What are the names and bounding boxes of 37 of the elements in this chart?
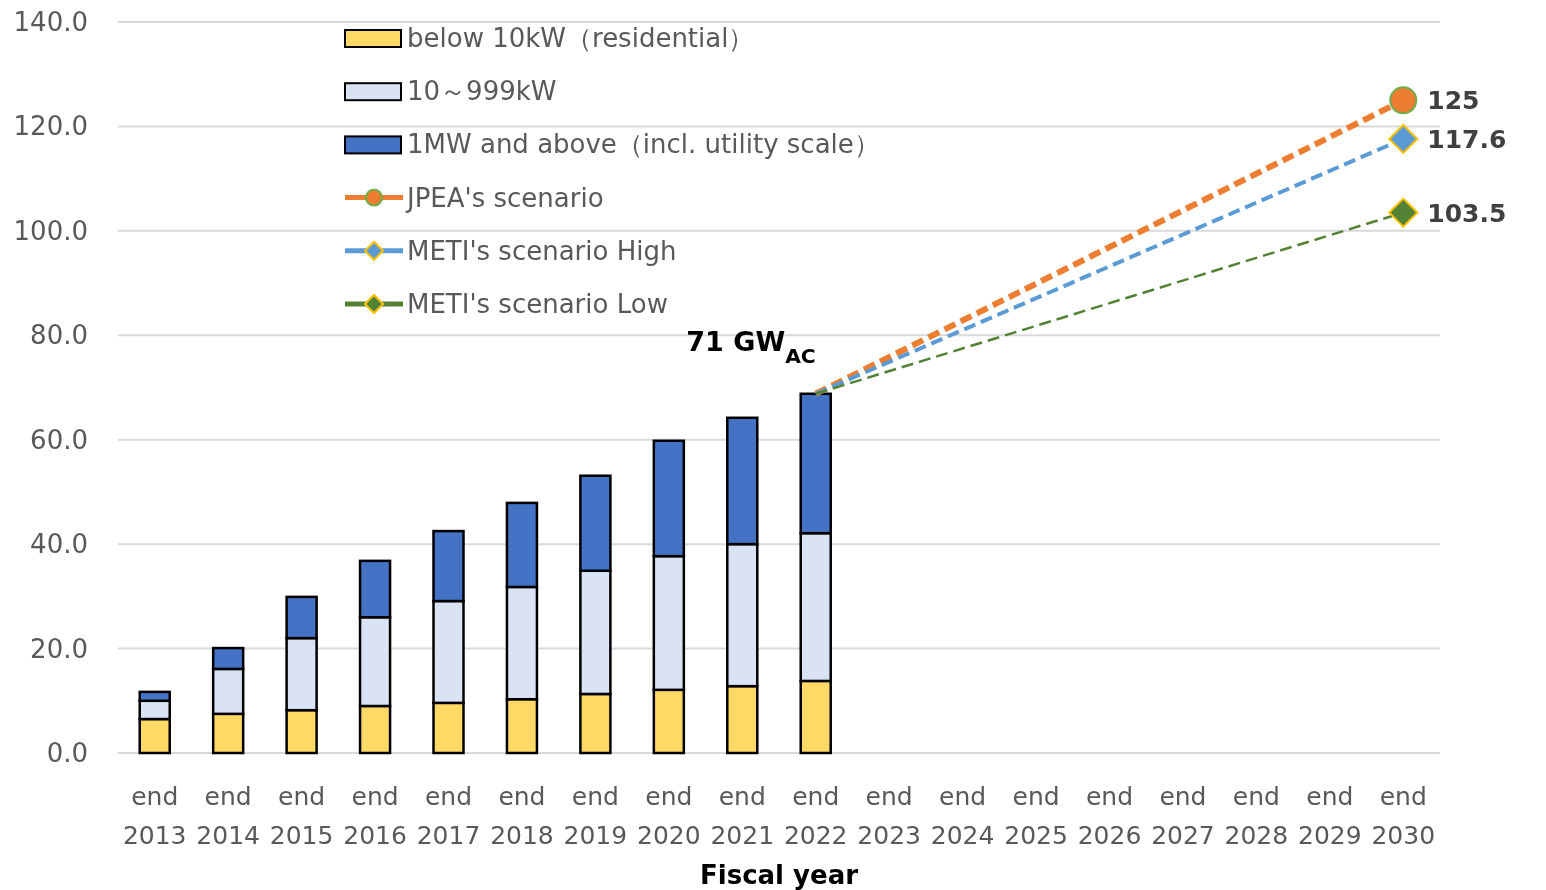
x-tick-label: end 2023 xyxy=(857,782,921,850)
y-tick-label: 120.0 xyxy=(13,111,88,142)
legend-label: JPEA's scenario xyxy=(405,182,604,213)
x-tick-label: end 2030 xyxy=(1371,782,1436,850)
legend-label: METI's scenario Low xyxy=(407,289,668,319)
x-tick-label: end 2015 xyxy=(269,782,334,850)
x-tick-label: end 2013 xyxy=(122,782,187,850)
y-tick-label: 140.0 xyxy=(13,7,88,37)
x-tick-label: end 2021 xyxy=(710,782,775,850)
x-tick-label: end 2028 xyxy=(1224,782,1289,850)
x-axis-title: Fiscal year xyxy=(699,860,859,890)
y-tick-label: 40.0 xyxy=(30,529,88,560)
x-tick-label: end 2026 xyxy=(1077,782,1142,850)
y-tick-label: 20.0 xyxy=(30,633,88,664)
x-tick-label: end 2016 xyxy=(343,782,407,850)
x-tick-label: end 2020 xyxy=(637,782,701,850)
x-tick-label: end 2022 xyxy=(783,782,848,850)
legend-label: 1MW and above（incl. utility scale） xyxy=(407,129,880,160)
data-label: 117.6 xyxy=(1427,124,1507,154)
legend-label: below 10kW（residential） xyxy=(407,23,755,53)
x-tick-label: end 2017 xyxy=(416,782,481,850)
x-tick-label: end 2025 xyxy=(1004,782,1068,850)
x-tick-label: end 2029 xyxy=(1298,782,1362,850)
y-tick-label: 100.0 xyxy=(13,215,88,246)
y-tick-label: 80.0 xyxy=(30,320,88,351)
y-tick-label: 60.0 xyxy=(30,424,88,455)
x-tick-label: end 2024 xyxy=(930,782,995,850)
data-label: 125 xyxy=(1427,86,1480,116)
legend-label: METI's scenario High xyxy=(407,235,677,266)
x-tick-label: end 2018 xyxy=(490,782,554,850)
y-tick-label: 0.0 xyxy=(46,738,88,768)
annotation: 71 GW$_{AC}$ xyxy=(686,325,816,368)
x-tick-label: end 2019 xyxy=(563,782,628,850)
x-tick-label: end 2027 xyxy=(1151,782,1215,850)
legend-label: 10～999kW xyxy=(407,76,557,107)
x-tick-label: end 2014 xyxy=(196,782,260,850)
data-label: 103.5 xyxy=(1427,198,1507,228)
